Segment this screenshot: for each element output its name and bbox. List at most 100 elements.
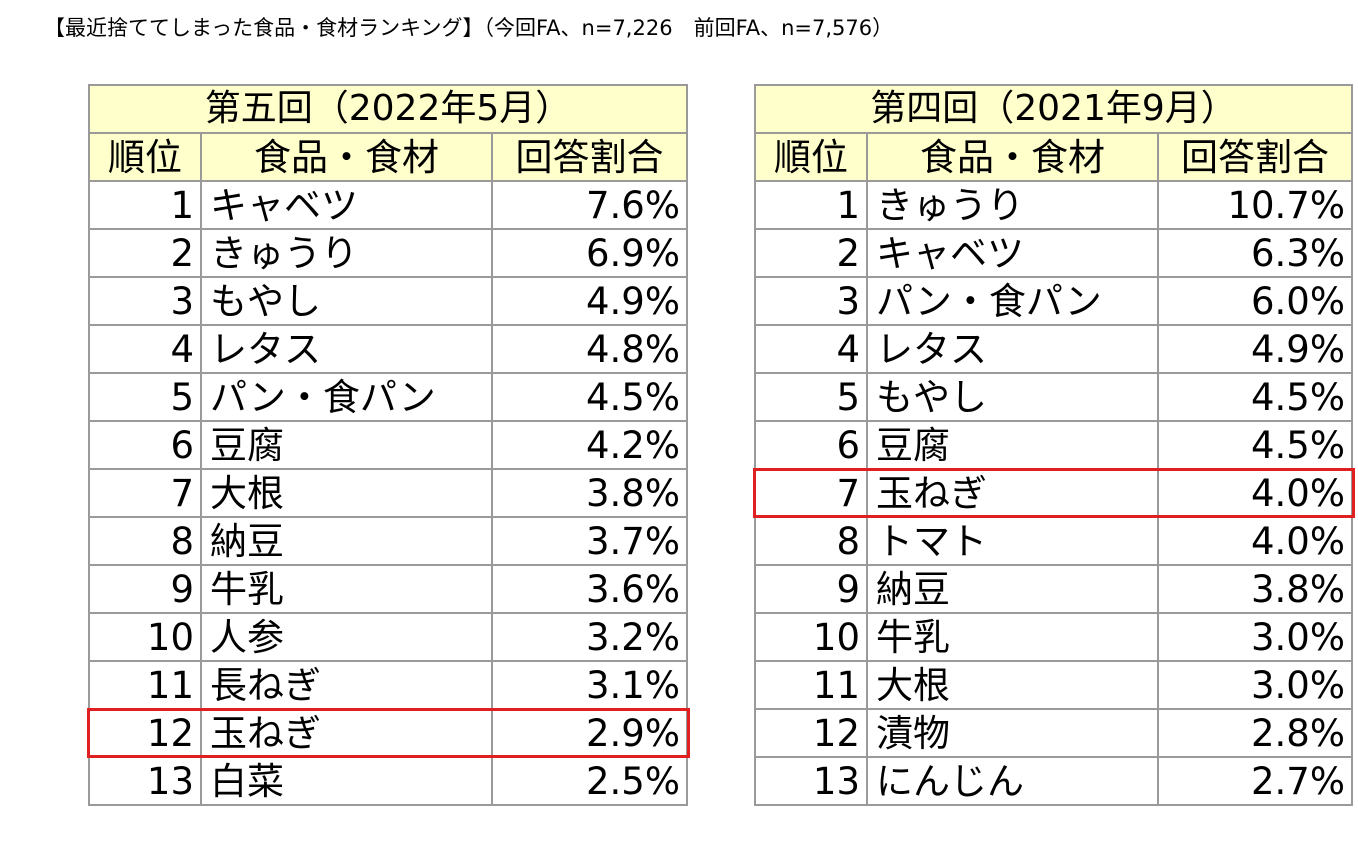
ratio-cell: 6.3% [1157,228,1353,278]
ratio-cell: 4.5% [491,372,688,422]
ratio-cell: 3.0% [1157,612,1353,662]
rank-cell: 1 [754,180,868,230]
rank-cell: 9 [754,564,868,614]
item-cell: レタス [866,324,1159,374]
rank-cell: 5 [754,372,868,422]
rank-cell: 9 [88,564,202,614]
rank-cell: 8 [88,516,202,566]
table-row: 1 キャベツ 7.6% [88,180,688,230]
ratio-cell: 2.8% [1157,708,1353,758]
table-row: 5 もやし 4.5% [754,372,1353,422]
ratio-cell: 10.7% [1157,180,1353,230]
rank-cell: 4 [88,324,202,374]
ratio-cell: 3.2% [491,612,688,662]
item-cell: トマト [866,516,1159,566]
ratio-cell: 4.0% [1157,516,1353,566]
item-cell: もやし [200,276,493,326]
item-cell: 玉ねぎ [866,468,1159,518]
table-row: 11 長ねぎ 3.1% [88,660,688,710]
table-title: 第五回（2022年5月） [88,84,688,134]
table-row: 10 人参 3.2% [88,612,688,662]
rank-cell: 1 [88,180,202,230]
table-header-row: 順位 食品・食材 回答割合 [88,132,688,182]
item-cell: 牛乳 [200,564,493,614]
item-cell: 豆腐 [200,420,493,470]
rank-cell: 7 [754,468,868,518]
item-cell: パン・食パン [200,372,493,422]
header-rank: 順位 [754,132,868,182]
item-cell: 大根 [200,468,493,518]
table-row: 5 パン・食パン 4.5% [88,372,688,422]
table-row: 11 大根 3.0% [754,660,1353,710]
ratio-cell: 4.9% [1157,324,1353,374]
ratio-cell: 6.0% [1157,276,1353,326]
ratio-cell: 4.5% [1157,372,1353,422]
ratio-cell: 2.5% [491,756,688,806]
item-cell: 大根 [866,660,1159,710]
header-ratio: 回答割合 [491,132,688,182]
table-row: 8 トマト 4.0% [754,516,1353,566]
ratio-cell: 4.2% [491,420,688,470]
table-row: 7 玉ねぎ 4.0% [754,468,1353,518]
table-row: 6 豆腐 4.2% [88,420,688,470]
table-title-row: 第五回（2022年5月） [88,84,688,134]
table-title: 第四回（2021年9月） [754,84,1353,134]
item-cell: もやし [866,372,1159,422]
rank-cell: 2 [88,228,202,278]
rank-cell: 11 [88,660,202,710]
table-row: 10 牛乳 3.0% [754,612,1353,662]
ranking-table-2022-may: 第五回（2022年5月） 順位 食品・食材 回答割合 1 キャベツ 7.6% 2 きゅう… [88,84,688,806]
ratio-cell: 3.1% [491,660,688,710]
table-title-row: 第四回（2021年9月） [754,84,1353,134]
item-cell: 牛乳 [866,612,1159,662]
ratio-cell: 4.5% [1157,420,1353,470]
ratio-cell: 6.9% [491,228,688,278]
ratio-cell: 2.7% [1157,756,1353,806]
rank-cell: 10 [754,612,868,662]
item-cell: きゅうり [200,228,493,278]
rank-cell: 7 [88,468,202,518]
rank-cell: 11 [754,660,868,710]
item-cell: 白菜 [200,756,493,806]
item-cell: 玉ねぎ [200,708,493,758]
page-caption: 【最近捨ててしまった食品・食材ランキング】（今回FA、n=7,226 前回FA、… [44,16,894,40]
item-cell: 長ねぎ [200,660,493,710]
rank-cell: 13 [88,756,202,806]
table-row: 13 にんじん 2.7% [754,756,1353,806]
ratio-cell: 3.0% [1157,660,1353,710]
header-ratio: 回答割合 [1157,132,1353,182]
table-row: 2 キャベツ 6.3% [754,228,1353,278]
ratio-cell: 3.8% [1157,564,1353,614]
ratio-cell: 4.8% [491,324,688,374]
table-row: 4 レタス 4.8% [88,324,688,374]
rank-cell: 3 [754,276,868,326]
rank-cell: 2 [754,228,868,278]
ratio-cell: 3.8% [491,468,688,518]
table-row: 3 パン・食パン 6.0% [754,276,1353,326]
table-row: 6 豆腐 4.5% [754,420,1353,470]
table-row: 9 納豆 3.8% [754,564,1353,614]
table-row: 4 レタス 4.9% [754,324,1353,374]
item-cell: 納豆 [200,516,493,566]
ratio-cell: 4.9% [491,276,688,326]
table-row: 7 大根 3.8% [88,468,688,518]
rank-cell: 12 [88,708,202,758]
rank-cell: 4 [754,324,868,374]
rank-cell: 5 [88,372,202,422]
table-row: 2 きゅうり 6.9% [88,228,688,278]
item-cell: パン・食パン [866,276,1159,326]
rank-cell: 12 [754,708,868,758]
table-row: 12 漬物 2.8% [754,708,1353,758]
ranking-table-2021-sep: 第四回（2021年9月） 順位 食品・食材 回答割合 1 きゅうり 10.7% 2 キャ… [754,84,1353,806]
ratio-cell: 4.0% [1157,468,1353,518]
table-row: 12 玉ねぎ 2.9% [88,708,688,758]
item-cell: 漬物 [866,708,1159,758]
item-cell: きゅうり [866,180,1159,230]
rank-cell: 13 [754,756,868,806]
table-row: 1 きゅうり 10.7% [754,180,1353,230]
item-cell: レタス [200,324,493,374]
header-rank: 順位 [88,132,202,182]
ratio-cell: 2.9% [491,708,688,758]
header-item: 食品・食材 [200,132,493,182]
rank-cell: 6 [88,420,202,470]
